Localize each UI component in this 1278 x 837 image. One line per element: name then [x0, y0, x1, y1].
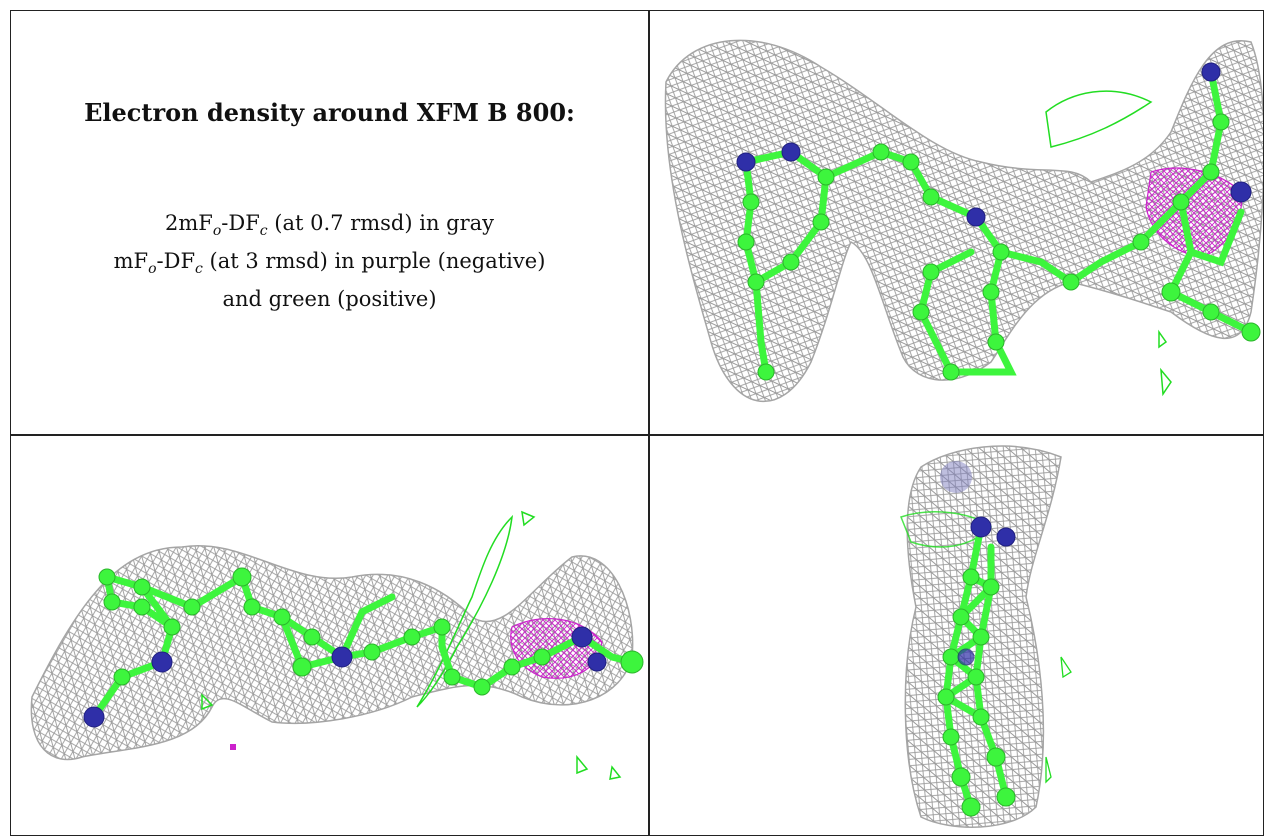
density-view-front [651, 12, 1263, 433]
gray-density-mesh [664, 39, 1263, 403]
table-divider-vertical [648, 10, 650, 836]
ligand-atoms-nitrogen [736, 62, 1252, 227]
density-image-side [30, 510, 644, 780]
caption-legend: 2mFo-DFc (at 0.7 rmsd) in gray mFo-DFc (… [12, 208, 647, 314]
table-divider-horizontal [10, 434, 1264, 436]
positive-density-blob [1158, 329, 1172, 397]
positive-density-mesh [1045, 90, 1153, 148]
ligand-atoms-carbon [937, 568, 1016, 817]
legend-line-fo-fc: mFo-DFc (at 3 rmsd) in purple (negative) [113, 249, 546, 278]
negative-density-blob [230, 744, 236, 750]
caption-title: Electron density around XFM B 800: [84, 98, 575, 127]
ligand-atoms-carbon [737, 113, 1261, 381]
positive-density-blob [201, 510, 622, 780]
density-view-end [651, 437, 1263, 835]
legend-line-2fo-fc: 2mFo-DFc (at 0.7 rmsd) in gray [164, 211, 495, 240]
positive-density-blob [1045, 656, 1072, 784]
caption-cell: Electron density around XFM B 800: 2mFo-… [12, 12, 647, 433]
ligand-atoms-carbon [98, 567, 644, 696]
ligand-atoms-nitrogen [957, 516, 1016, 666]
figure-table [10, 10, 1264, 836]
density-view-side [12, 437, 647, 835]
legend-line-positive: and green (positive) [222, 287, 437, 312]
ligand-atoms-nitrogen [83, 626, 607, 728]
ghost-atom [940, 461, 972, 493]
density-image-front [664, 39, 1263, 403]
density-image-end [900, 445, 1072, 828]
